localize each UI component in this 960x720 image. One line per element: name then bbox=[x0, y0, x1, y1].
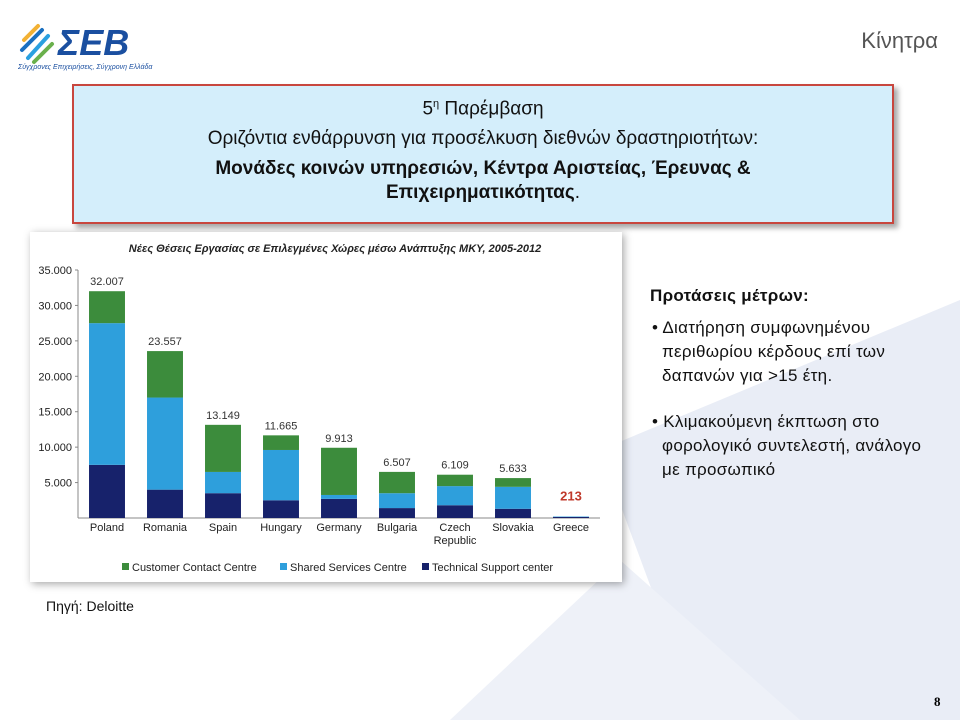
bar-segment bbox=[147, 351, 183, 398]
x-tick-label: Hungary bbox=[260, 522, 302, 534]
proposal-item: • Κλιμακούμενη έκπτωση στο φορολογικό συ… bbox=[650, 410, 940, 482]
proposals-list: • Διατήρηση συμφωνημένου περιθωρίου κέρδ… bbox=[650, 316, 940, 482]
x-tick-label: Czech Republic bbox=[433, 522, 477, 547]
bar-segment bbox=[89, 464, 125, 518]
bar-segment bbox=[147, 489, 183, 518]
x-tick-label: Poland bbox=[89, 522, 125, 534]
logo-icon bbox=[20, 24, 54, 64]
legend-label: Shared Services Centre bbox=[290, 562, 407, 574]
bar-segment bbox=[437, 474, 473, 487]
x-tick-wrap: Greece bbox=[552, 522, 590, 534]
y-tick-label: 10.000 bbox=[38, 442, 72, 454]
bar-segment bbox=[147, 397, 183, 490]
total-label: 213 bbox=[560, 488, 582, 503]
y-tick-label: 20.000 bbox=[38, 371, 72, 383]
total-label: 32.007 bbox=[90, 276, 124, 288]
bar-segment bbox=[495, 508, 531, 518]
x-tick-wrap: Spain bbox=[208, 522, 238, 534]
highlight-box: 5η Παρέμβαση Οριζόντια ενθάρρυνση για πρ… bbox=[72, 84, 894, 224]
total-label: 23.557 bbox=[148, 336, 182, 348]
y-tick-label: 15.000 bbox=[38, 407, 72, 419]
proposal-item: • Διατήρηση συμφωνημένου περιθωρίου κέρδ… bbox=[650, 316, 940, 388]
proposal-text: Διατήρηση συμφωνημένου περιθωρίου κέρδου… bbox=[662, 318, 886, 385]
legend-label: Technical Support center bbox=[432, 562, 553, 574]
proposals: Προτάσεις μέτρων: • Διατήρηση συμφωνημέν… bbox=[650, 284, 940, 504]
x-tick-wrap: Germany bbox=[316, 522, 362, 534]
bar-segment bbox=[263, 449, 299, 501]
logo-text: ΣΕΒ bbox=[58, 22, 130, 63]
chart-panel: Νέες Θέσεις Εργασίας σε Επιλεγμένες Χώρε… bbox=[30, 232, 622, 582]
x-tick-wrap: Bulgaria bbox=[376, 522, 418, 534]
bar-segment bbox=[321, 494, 357, 499]
bar-segment bbox=[205, 424, 241, 472]
chevron bbox=[450, 560, 800, 720]
box-bold-line: Μονάδες κοινών υπηρεσιών, Κέντρα Αριστεί… bbox=[74, 157, 892, 205]
bullet: • bbox=[652, 412, 664, 431]
x-tick-wrap: Slovakia bbox=[492, 522, 534, 534]
chart-title: Νέες Θέσεις Εργασίας σε Επιλεγμένες Χώρε… bbox=[129, 243, 541, 255]
bar-segment bbox=[379, 493, 415, 509]
proposal-text: Κλιμακούμενη έκπτωση στο φορολογικό συντ… bbox=[662, 412, 922, 479]
y-tick-label: 35.000 bbox=[38, 265, 72, 277]
box-heading: 5η Παρέμβαση bbox=[74, 92, 892, 121]
x-tick-label: Bulgaria bbox=[376, 522, 418, 534]
bar-segment bbox=[437, 486, 473, 506]
total-label: 13.149 bbox=[206, 410, 240, 422]
x-tick-wrap: Hungary bbox=[260, 522, 302, 534]
box-line: Οριζόντια ενθάρρυνση για προσέλκυση διεθ… bbox=[207, 128, 759, 150]
page-number: 8 bbox=[934, 694, 941, 709]
y-tick-label: 30.000 bbox=[38, 300, 72, 312]
bar-segment bbox=[89, 291, 125, 324]
x-tick-wrap: Czech Republic bbox=[433, 522, 477, 547]
logo-tagline: Σύγχρονες Επιχειρήσεις, Σύγχρονη Ελλάδα bbox=[18, 64, 153, 71]
box-heading-text: Παρέμβαση bbox=[444, 98, 544, 120]
x-tick-label: Slovakia bbox=[492, 522, 534, 534]
bar-segment bbox=[205, 493, 241, 518]
legend-swatch bbox=[122, 563, 129, 570]
box-number-sup: η bbox=[433, 98, 440, 110]
total-label: 5.633 bbox=[499, 463, 527, 475]
proposals-title: Προτάσεις μέτρων: bbox=[650, 286, 810, 305]
bar-segment bbox=[263, 435, 299, 450]
legend-swatch bbox=[422, 563, 429, 570]
box-number: 5 bbox=[422, 98, 434, 120]
bar-segment bbox=[495, 486, 531, 509]
total-label: 6.109 bbox=[441, 460, 469, 472]
x-tick-label: Greece bbox=[552, 522, 590, 534]
box-bold-text: Μονάδες κοινών υπηρεσιών, Κέντρα Αριστεί… bbox=[215, 158, 751, 204]
total-label: 9.913 bbox=[325, 433, 353, 445]
x-tick-label: Romania bbox=[142, 522, 188, 534]
bar-segment bbox=[495, 478, 531, 487]
legend-label: Customer Contact Centre bbox=[132, 562, 257, 574]
chart: Νέες Θέσεις Εργασίας σε Επιλεγμένες Χώρε… bbox=[38, 243, 600, 574]
bar-segment bbox=[553, 516, 589, 518]
bar-segment bbox=[321, 447, 357, 495]
box-end: . bbox=[574, 182, 581, 204]
total-label: 11.665 bbox=[265, 420, 298, 432]
bar-segment bbox=[205, 471, 241, 494]
bar-segment bbox=[379, 508, 415, 518]
total-label: 6.507 bbox=[383, 457, 411, 469]
bar-segment bbox=[89, 323, 125, 465]
x-tick-wrap: Romania bbox=[142, 522, 188, 534]
bar-segment bbox=[437, 505, 473, 518]
legend-swatch bbox=[280, 563, 287, 570]
source: Πηγή: Deloitte bbox=[46, 598, 134, 614]
x-tick-label: Spain bbox=[208, 522, 238, 534]
y-tick-label: 25.000 bbox=[38, 336, 72, 348]
chevron bbox=[600, 300, 960, 720]
bar-segment bbox=[321, 498, 357, 518]
bullet: • bbox=[652, 318, 663, 337]
bar-segment bbox=[379, 471, 415, 494]
x-tick-wrap: Poland bbox=[89, 522, 125, 534]
x-tick-label: Germany bbox=[316, 522, 362, 534]
bar-segment bbox=[263, 500, 299, 518]
section-title: Κίνητρα bbox=[861, 28, 938, 53]
y-tick-label: 5.000 bbox=[44, 478, 72, 490]
